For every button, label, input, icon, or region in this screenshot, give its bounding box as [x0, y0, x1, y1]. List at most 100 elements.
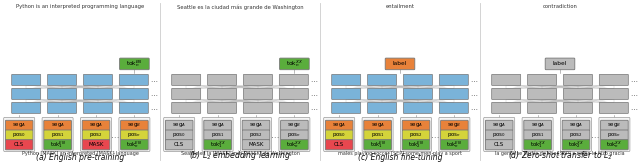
- FancyBboxPatch shape: [401, 117, 431, 151]
- Text: label: label: [553, 61, 567, 66]
- FancyBboxPatch shape: [207, 102, 237, 113]
- Text: tok$_n^{XX}$: tok$_n^{XX}$: [286, 59, 303, 69]
- FancyBboxPatch shape: [42, 117, 73, 151]
- Text: tok$_n^{EN}$: tok$_n^{EN}$: [126, 59, 143, 69]
- Text: pos$_1$: pos$_1$: [211, 131, 225, 139]
- Text: …: …: [630, 105, 637, 111]
- Text: pos$_n$: pos$_n$: [607, 131, 621, 139]
- Text: seg$_B$: seg$_B$: [607, 121, 621, 129]
- Text: …: …: [630, 91, 637, 97]
- FancyBboxPatch shape: [439, 102, 468, 113]
- FancyBboxPatch shape: [600, 130, 628, 140]
- FancyBboxPatch shape: [82, 140, 110, 150]
- Text: …: …: [470, 105, 477, 111]
- FancyBboxPatch shape: [165, 130, 193, 140]
- FancyBboxPatch shape: [207, 74, 237, 85]
- Text: …: …: [470, 77, 477, 83]
- FancyBboxPatch shape: [332, 88, 361, 99]
- FancyBboxPatch shape: [47, 102, 77, 113]
- FancyBboxPatch shape: [324, 117, 355, 151]
- Text: la gente se partía de risa [SEP] a nadie le hizo gracia: la gente se partía de risa [SEP] a nadie…: [495, 151, 625, 156]
- FancyBboxPatch shape: [485, 120, 513, 130]
- Text: …: …: [591, 131, 600, 140]
- FancyBboxPatch shape: [545, 58, 575, 70]
- Text: …: …: [470, 91, 477, 97]
- Text: seg$_A$: seg$_A$: [211, 121, 225, 129]
- FancyBboxPatch shape: [402, 130, 430, 140]
- FancyBboxPatch shape: [279, 88, 308, 99]
- Text: pos$_n$: pos$_n$: [447, 131, 461, 139]
- FancyBboxPatch shape: [279, 102, 308, 113]
- FancyBboxPatch shape: [12, 88, 41, 99]
- FancyBboxPatch shape: [563, 102, 593, 113]
- Text: seg$_A$: seg$_A$: [12, 121, 26, 129]
- FancyBboxPatch shape: [600, 140, 628, 150]
- Text: tok$_n^{XX}$: tok$_n^{XX}$: [286, 139, 303, 150]
- FancyBboxPatch shape: [599, 88, 628, 99]
- FancyBboxPatch shape: [599, 102, 628, 113]
- FancyBboxPatch shape: [82, 120, 110, 130]
- FancyBboxPatch shape: [44, 120, 72, 130]
- Text: tok$_n^{EN}$: tok$_n^{EN}$: [447, 139, 462, 150]
- FancyBboxPatch shape: [527, 88, 557, 99]
- Text: pos$_0$: pos$_0$: [492, 131, 506, 139]
- Text: tok$_1^{EN}$: tok$_1^{EN}$: [370, 139, 385, 150]
- FancyBboxPatch shape: [4, 117, 35, 151]
- FancyBboxPatch shape: [364, 120, 392, 130]
- FancyBboxPatch shape: [243, 74, 273, 85]
- Text: tok$_2^{EN}$: tok$_2^{EN}$: [408, 139, 424, 150]
- Text: Python [MASK] an interpreted [MASK] language: Python [MASK] an interpreted [MASK] lang…: [22, 151, 138, 156]
- FancyBboxPatch shape: [242, 140, 270, 150]
- FancyBboxPatch shape: [402, 140, 430, 150]
- FancyBboxPatch shape: [243, 88, 273, 99]
- Text: seg$_B$: seg$_B$: [127, 121, 141, 129]
- FancyBboxPatch shape: [599, 117, 630, 151]
- FancyBboxPatch shape: [402, 120, 430, 130]
- FancyBboxPatch shape: [280, 140, 308, 150]
- FancyBboxPatch shape: [563, 74, 593, 85]
- FancyBboxPatch shape: [492, 74, 521, 85]
- FancyBboxPatch shape: [83, 102, 113, 113]
- Text: seg$_A$: seg$_A$: [492, 121, 506, 129]
- FancyBboxPatch shape: [280, 130, 308, 140]
- FancyBboxPatch shape: [325, 130, 353, 140]
- Text: seg$_A$: seg$_A$: [172, 121, 186, 129]
- FancyBboxPatch shape: [364, 130, 392, 140]
- Text: pos$_n$: pos$_n$: [127, 131, 141, 139]
- FancyBboxPatch shape: [12, 74, 41, 85]
- FancyBboxPatch shape: [83, 74, 113, 85]
- FancyBboxPatch shape: [204, 120, 232, 130]
- FancyBboxPatch shape: [367, 102, 397, 113]
- FancyBboxPatch shape: [280, 120, 308, 130]
- Text: seg$_A$: seg$_A$: [371, 121, 385, 129]
- Text: …: …: [630, 77, 637, 83]
- FancyBboxPatch shape: [332, 102, 361, 113]
- Text: pos$_2$: pos$_2$: [89, 131, 103, 139]
- FancyBboxPatch shape: [484, 117, 515, 151]
- FancyBboxPatch shape: [207, 88, 237, 99]
- FancyBboxPatch shape: [202, 117, 233, 151]
- Text: …: …: [271, 131, 280, 140]
- Text: tok$_n^{EN}$: tok$_n^{EN}$: [127, 139, 142, 150]
- FancyBboxPatch shape: [325, 120, 353, 130]
- FancyBboxPatch shape: [120, 140, 148, 150]
- Text: …: …: [310, 91, 317, 97]
- FancyBboxPatch shape: [362, 117, 393, 151]
- FancyBboxPatch shape: [524, 120, 552, 130]
- FancyBboxPatch shape: [325, 140, 353, 150]
- FancyBboxPatch shape: [485, 130, 513, 140]
- Text: tok$_1^{EN}$: tok$_1^{EN}$: [50, 139, 65, 150]
- Text: seg$_A$: seg$_A$: [51, 121, 65, 129]
- Text: tok$_1^{XX}$: tok$_1^{XX}$: [209, 139, 226, 150]
- FancyBboxPatch shape: [243, 102, 273, 113]
- FancyBboxPatch shape: [403, 74, 433, 85]
- Text: label: label: [393, 61, 407, 66]
- FancyBboxPatch shape: [47, 88, 77, 99]
- FancyBboxPatch shape: [204, 140, 232, 150]
- FancyBboxPatch shape: [524, 130, 552, 140]
- Text: seg$_A$: seg$_A$: [332, 121, 346, 129]
- Text: (c) English fine-tuning: (c) English fine-tuning: [358, 153, 442, 162]
- FancyBboxPatch shape: [527, 74, 557, 85]
- FancyBboxPatch shape: [562, 140, 590, 150]
- Text: Python is an interpreted programming language: Python is an interpreted programming lan…: [16, 4, 144, 9]
